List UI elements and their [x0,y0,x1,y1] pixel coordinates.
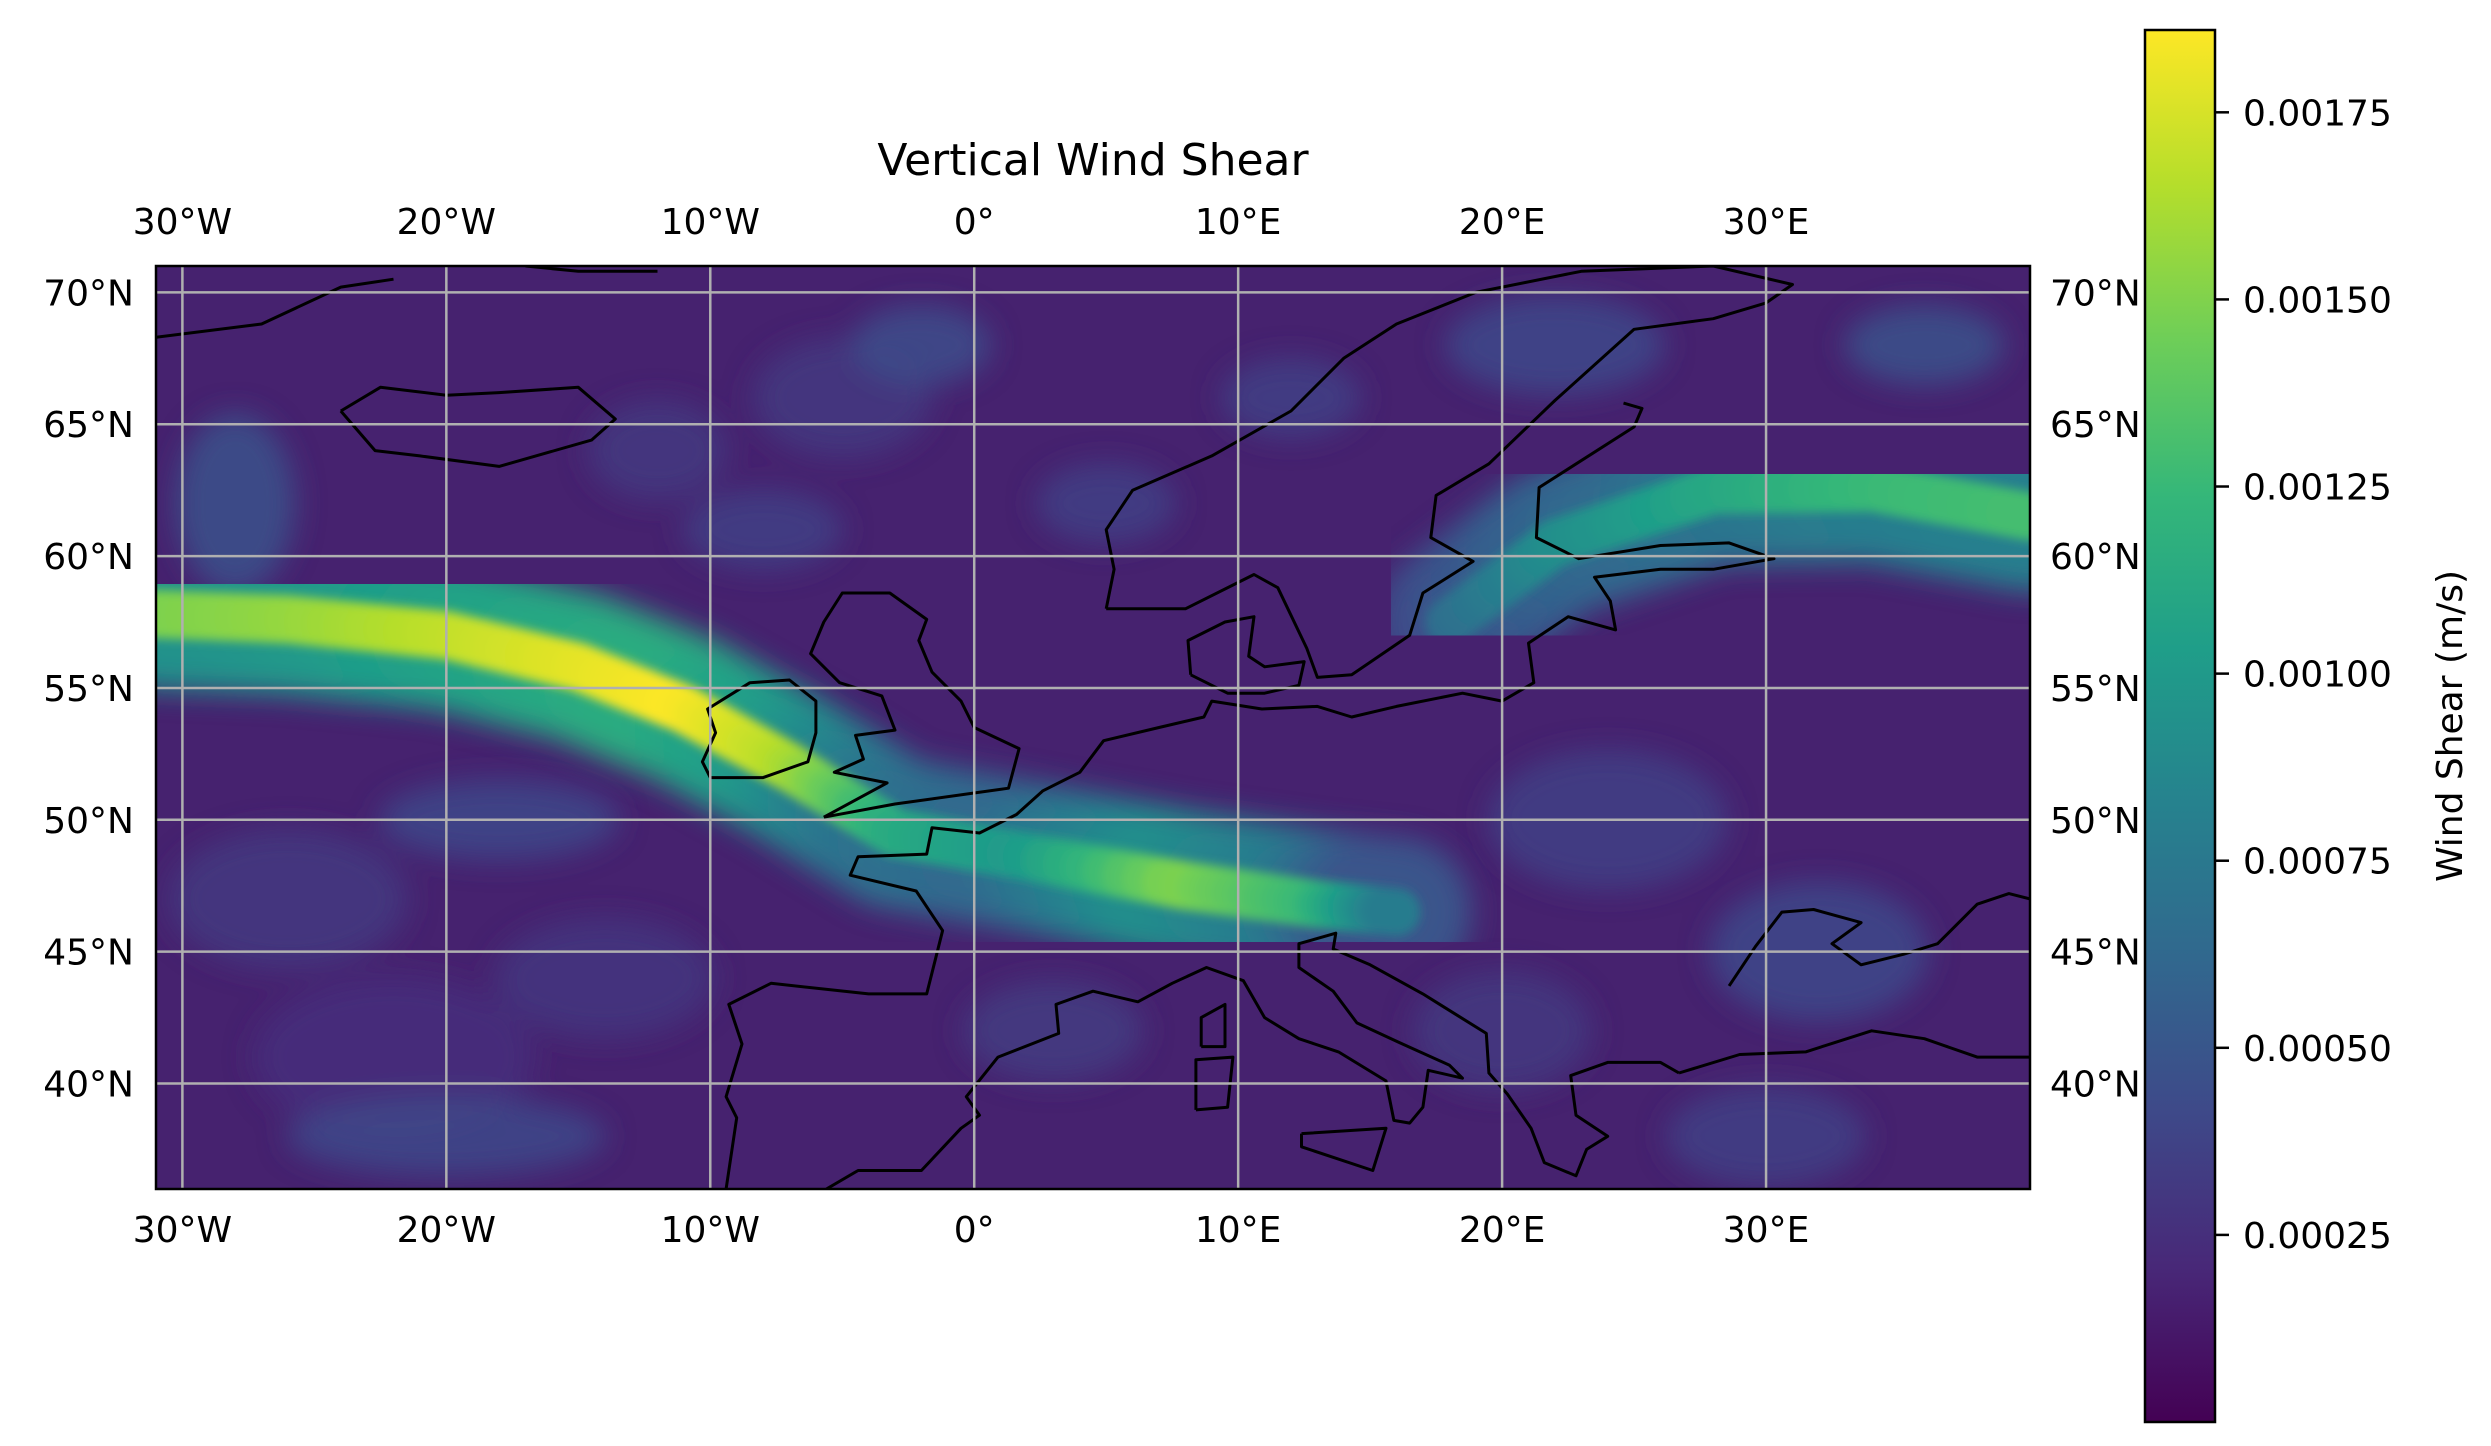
lat-tick-label-left: 60°N [43,537,134,578]
colorbar-tick-label: 0.00075 [2243,842,2392,883]
wind-shear-field [156,295,2030,1187]
lat-tick-label-left: 50°N [43,801,134,842]
lon-tick-label-top: 20°W [397,202,496,243]
lon-tick-label-bottom: 20°W [397,1210,496,1251]
map-frame [154,264,2032,1191]
lon-tick-label-bottom: 0° [954,1210,995,1251]
britain-coast [809,591,1021,819]
lon-tick-label-top: 10°W [661,202,760,243]
jet-main-core [156,590,1421,937]
scandinavia-coast [1104,266,1794,679]
lat-tick-label-left: 55°N [43,669,134,710]
lat-tick-labels-left: 40°N 45°N 50°N 55°N 60°N 65°N 70°N [43,273,134,1105]
jet-stream [156,412,2030,988]
blacksea-north [1727,892,2030,987]
lon-tick-label-bottom: 20°E [1459,1210,1546,1251]
colorbar-tick-label: 0.00125 [2243,468,2392,509]
lon-tick-label-top: 20°E [1459,202,1546,243]
lat-tick-label-left: 70°N [43,273,134,314]
corsica-coast [1199,1002,1227,1049]
colorbar-frame [2143,28,2217,1424]
colorbar-tick-label: 0.00100 [2243,655,2392,696]
lat-tick-label-right: 50°N [2050,801,2141,842]
colorbar: 0.00025 0.00050 0.00075 0.00100 0.00125 0.001… [2143,28,2471,1424]
lon-tick-label-bottom: 10°E [1195,1210,1282,1251]
jet-east-core [1425,463,2030,647]
lat-tick-label-left: 40°N [43,1065,134,1106]
colorbar-ticks: 0.00025 0.00050 0.00075 0.00100 0.00125 0.001… [2215,93,2392,1257]
greenland-coast [156,277,394,339]
continent-coast [724,401,1776,1189]
turkey-coast [1678,1029,2030,1075]
colorbar-tick-label: 0.00175 [2243,93,2392,134]
colorbar-tick-label: 0.00050 [2243,1029,2392,1070]
sicily-coast [1300,1126,1388,1172]
colorbar-tick-label: 0.00150 [2243,280,2392,321]
map-title: Vertical Wind Shear [877,135,1309,186]
lon-tick-label-bottom: 10°W [661,1210,760,1251]
lon-tick-labels-top: 30°W 20°W 10°W 0° 10°E 20°E 30°E [133,202,1810,243]
lon-tick-label-top: 0° [954,202,995,243]
lat-tick-label-left: 65°N [43,405,134,446]
sardinia-coast [1194,1055,1235,1112]
gridlines [156,266,2030,1189]
lon-tick-label-bottom: 30°E [1723,1210,1810,1251]
lon-tick-label-top: 10°E [1195,202,1282,243]
lat-tick-label-right: 40°N [2050,1065,2141,1106]
map-panel: 30°W 20°W 10°W 0° 10°E 20°E 30°E 30°W 20°W 10°W 0… [43,202,2141,1251]
colorbar-tick-label: 0.00025 [2243,1216,2392,1257]
colorbar-fill [2145,30,2215,1422]
lon-tick-label-top: 30°E [1723,202,1810,243]
svalbard-coast [525,266,658,273]
lat-tick-label-right: 60°N [2050,537,2141,578]
lon-tick-label-bottom: 30°W [133,1210,232,1251]
lat-tick-label-right: 45°N [2050,933,2141,974]
mediterranean-coast [825,931,1680,1189]
lat-tick-label-right: 70°N [2050,273,2141,314]
lat-tick-label-right: 55°N [2050,669,2141,710]
colorbar-label: Wind Shear (m/s) [2430,570,2471,882]
lon-tick-label-top: 30°W [133,202,232,243]
iceland-coast [339,385,617,468]
lat-tick-labels-right: 40°N 45°N 50°N 55°N 60°N 65°N 70°N [2050,273,2141,1105]
lat-tick-label-right: 65°N [2050,405,2141,446]
lon-tick-labels-bottom: 30°W 20°W 10°W 0° 10°E 20°E 30°E [133,1210,1810,1251]
denmark-coast [1186,615,1306,695]
lat-tick-label-left: 45°N [43,933,134,974]
